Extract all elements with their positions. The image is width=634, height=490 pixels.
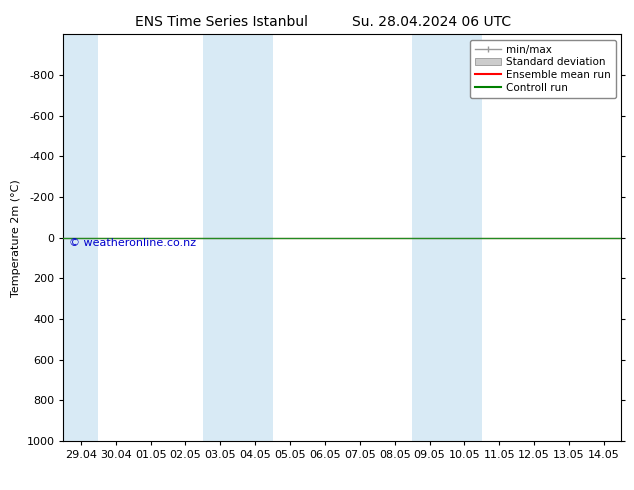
Bar: [63, 34, 98, 441]
Text: ENS Time Series Istanbul: ENS Time Series Istanbul: [136, 15, 308, 29]
Bar: [203, 34, 273, 441]
Y-axis label: Temperature 2m (°C): Temperature 2m (°C): [11, 179, 21, 296]
Text: © weatheronline.co.nz: © weatheronline.co.nz: [69, 238, 196, 247]
Text: Su. 28.04.2024 06 UTC: Su. 28.04.2024 06 UTC: [352, 15, 510, 29]
Legend: min/max, Standard deviation, Ensemble mean run, Controll run: min/max, Standard deviation, Ensemble me…: [470, 40, 616, 98]
Bar: [412, 34, 482, 441]
